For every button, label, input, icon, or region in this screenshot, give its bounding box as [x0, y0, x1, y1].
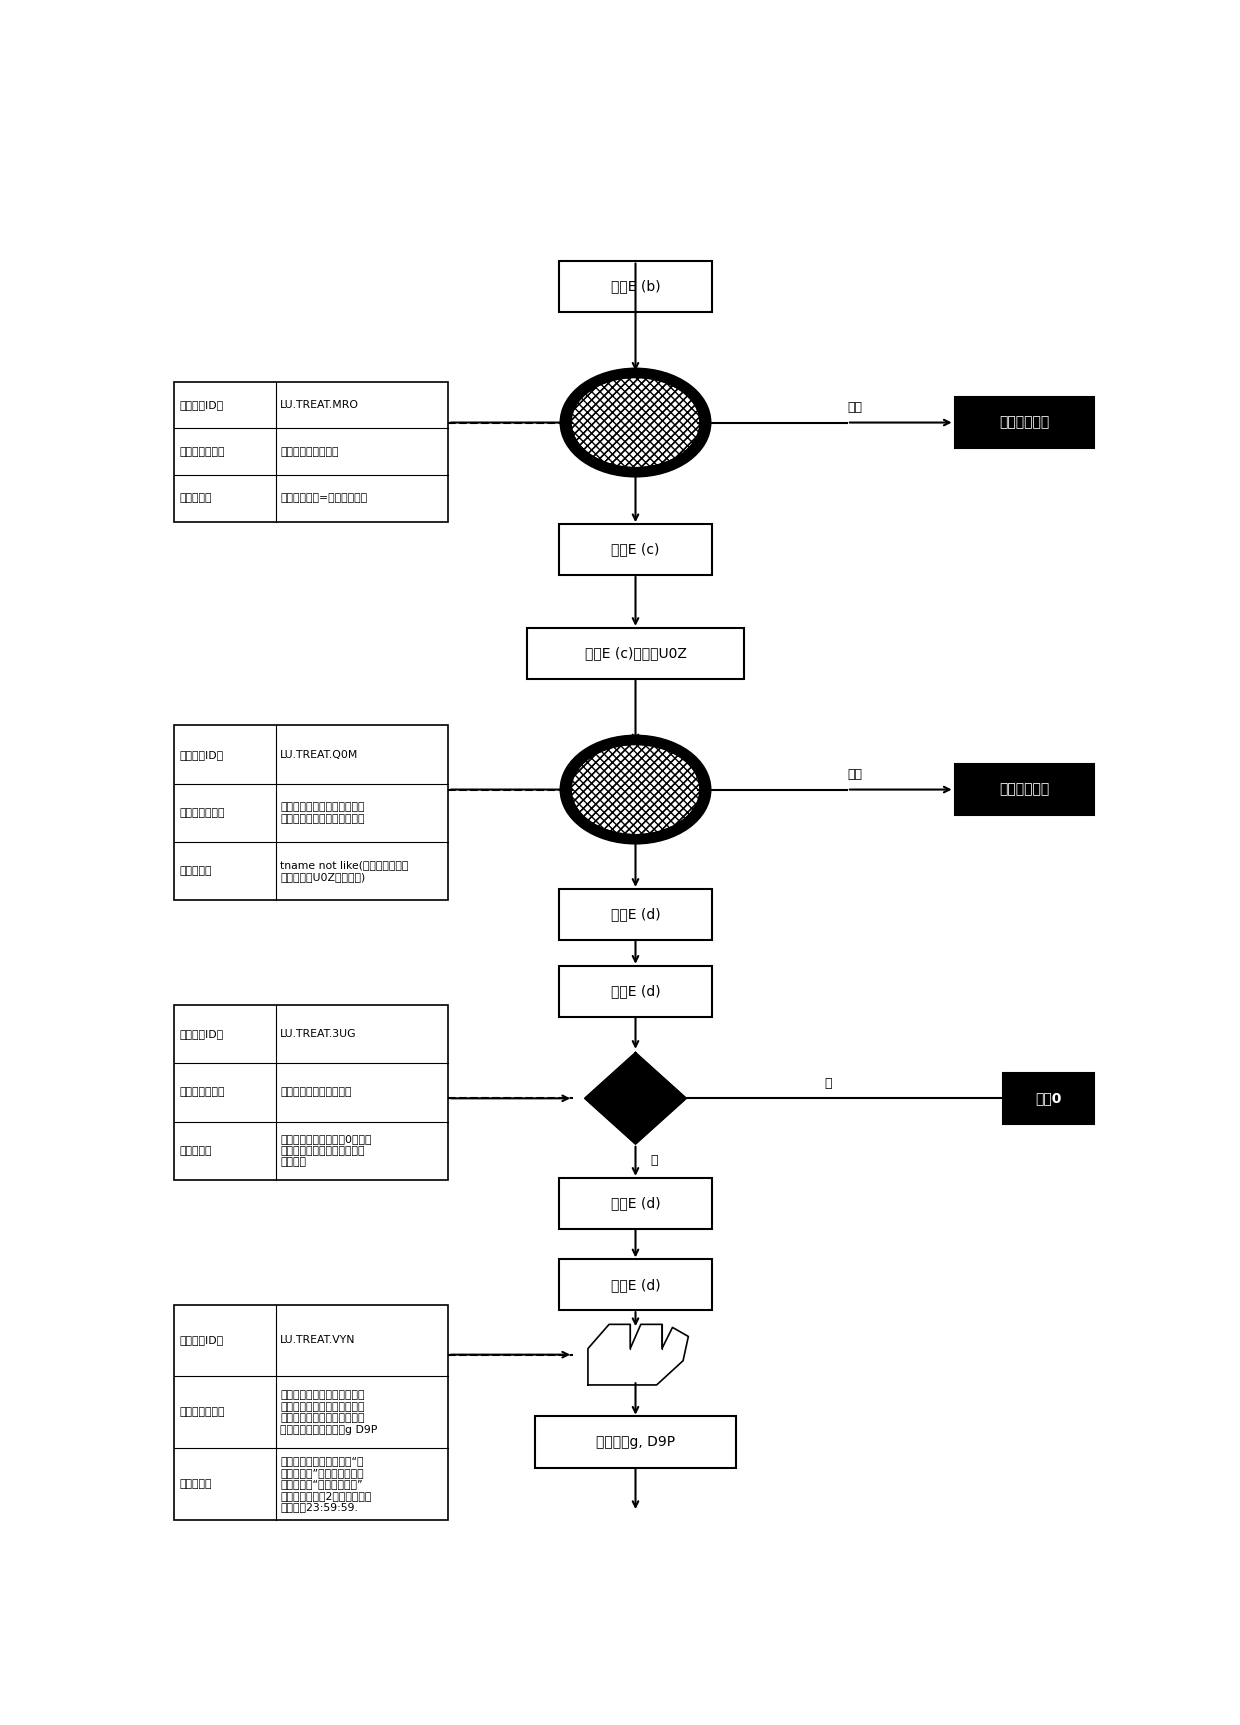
- Text: 挑选每条治疗区嘘的区嘘开始
时间、区嘘结束时间，增加特
定条件，构建参数数据类型是
起止时间段列表的参数g D9P: 挑选每条治疗区嘘的区嘘开始 时间、区嘘结束时间，增加特 定条件，构建参数数据类型…: [280, 1390, 378, 1435]
- Ellipse shape: [560, 369, 711, 476]
- Text: 逻辑条件：: 逻辑条件：: [179, 1478, 212, 1489]
- Text: 逻辑单元作用：: 逻辑单元作用：: [179, 1087, 224, 1097]
- Text: 逻辑单元作用：: 逻辑单元作用：: [179, 447, 224, 457]
- Text: 逻辑单元ID：: 逻辑单元ID：: [179, 1335, 223, 1346]
- Text: 起止时间段的开始时间是“区
嘘开始时间”，起止时间段的
结束时间是“区嘘结束日期”
的基础上往后延2天，结束时分
秒默认为23:59:59.: 起止时间段的开始时间是“区 嘘开始时间”，起止时间段的 结束时间是“区嘘结束日期…: [280, 1456, 372, 1513]
- Text: 区嘘开始时间=区嘘结束时间: 区嘘开始时间=区嘘结束时间: [280, 493, 367, 504]
- FancyBboxPatch shape: [955, 397, 1095, 448]
- Text: 输入E (b): 输入E (b): [610, 279, 661, 293]
- Text: 输出参数g, D9P: 输出参数g, D9P: [596, 1435, 675, 1449]
- FancyBboxPatch shape: [558, 260, 712, 312]
- Text: 输入E (c)、参数U0Z: 输入E (c)、参数U0Z: [584, 647, 687, 661]
- Text: tname not like(中央血管导管区
嘘名称参数U0Z的参数値): tname not like(中央血管导管区 嘘名称参数U0Z的参数値): [280, 861, 409, 881]
- Text: 被过滤的数据: 被过滤的数据: [999, 416, 1050, 430]
- Text: 逻辑单元ID：: 逻辑单元ID：: [179, 400, 223, 411]
- Text: 过滤不在中央血管导管区嘘名
称关键字搜索范围的治疗区嘘: 过滤不在中央血管导管区嘘名 称关键字搜索范围的治疗区嘘: [280, 802, 365, 823]
- Ellipse shape: [560, 737, 711, 844]
- Text: 过滤: 过滤: [847, 768, 862, 781]
- FancyBboxPatch shape: [174, 381, 448, 521]
- Text: LU.TREAT.MRO: LU.TREAT.MRO: [280, 400, 360, 411]
- Polygon shape: [588, 1325, 688, 1385]
- FancyBboxPatch shape: [534, 1416, 737, 1468]
- Text: 判断是否有治疗区嘘信息: 判断是否有治疗区嘘信息: [280, 1087, 352, 1097]
- Text: 逻辑单元作用：: 逻辑单元作用：: [179, 1408, 224, 1418]
- Text: 若没有治疗区嘘，返回0；若有
治疗区嘘，继续下一个逻辑单
元的判断: 若没有治疗区嘘，返回0；若有 治疗区嘘，继续下一个逻辑单 元的判断: [280, 1133, 372, 1168]
- Text: LU.TREAT.Q0M: LU.TREAT.Q0M: [280, 750, 358, 759]
- FancyBboxPatch shape: [1003, 1073, 1095, 1125]
- Text: 逻辑条件：: 逻辑条件：: [179, 866, 212, 876]
- Text: 逻辑条件：: 逻辑条件：: [179, 493, 212, 504]
- FancyBboxPatch shape: [174, 1304, 448, 1520]
- FancyBboxPatch shape: [558, 966, 712, 1016]
- Text: LU.TREAT.VYN: LU.TREAT.VYN: [280, 1335, 356, 1346]
- Text: 输入E (d): 输入E (d): [610, 985, 661, 999]
- FancyBboxPatch shape: [558, 1259, 712, 1311]
- FancyBboxPatch shape: [527, 628, 744, 680]
- Text: 逻辑条件：: 逻辑条件：: [179, 1145, 212, 1156]
- Text: 过滤临时的治疗区嘘: 过滤临时的治疗区嘘: [280, 447, 339, 457]
- Ellipse shape: [570, 378, 701, 467]
- Text: LU.TREAT.3UG: LU.TREAT.3UG: [280, 1030, 357, 1038]
- FancyBboxPatch shape: [558, 888, 712, 940]
- FancyBboxPatch shape: [558, 524, 712, 574]
- Text: 是: 是: [650, 1154, 657, 1166]
- FancyBboxPatch shape: [558, 1178, 712, 1228]
- FancyBboxPatch shape: [174, 726, 448, 900]
- Text: 输出E (d): 输出E (d): [610, 1195, 661, 1211]
- Text: 逻辑单元作用：: 逻辑单元作用：: [179, 807, 224, 818]
- Text: 返回0: 返回0: [1035, 1092, 1061, 1106]
- Ellipse shape: [570, 743, 701, 835]
- FancyBboxPatch shape: [955, 764, 1095, 816]
- Text: 逻辑单元ID：: 逻辑单元ID：: [179, 750, 223, 759]
- Text: 输出E (c): 输出E (c): [611, 543, 660, 557]
- Text: 被过滤的数据: 被过滤的数据: [999, 783, 1050, 797]
- Text: 输出E (d): 输出E (d): [610, 907, 661, 921]
- Text: 否: 否: [823, 1076, 832, 1090]
- Polygon shape: [585, 1052, 686, 1144]
- Text: 逻辑单元ID：: 逻辑单元ID：: [179, 1030, 223, 1038]
- Text: 输入E (d): 输入E (d): [610, 1278, 661, 1292]
- FancyBboxPatch shape: [174, 1006, 448, 1180]
- Text: 过滤: 过滤: [847, 402, 862, 414]
